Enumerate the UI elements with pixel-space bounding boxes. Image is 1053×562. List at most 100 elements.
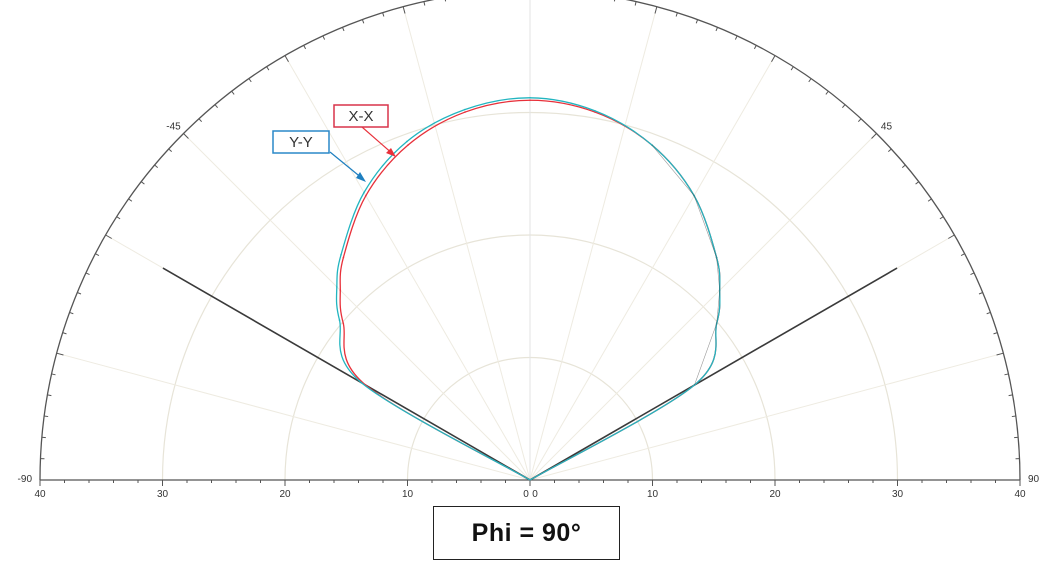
radial-label-right-4: 40 xyxy=(1014,489,1026,500)
angle-tick xyxy=(1008,394,1013,397)
legend-y-y-label: Y-Y xyxy=(289,134,313,151)
angle-tick xyxy=(915,181,920,185)
grid-spoke-45 xyxy=(529,133,877,481)
series-y-y-point xyxy=(405,140,408,143)
legend-x-x-box xyxy=(333,104,389,128)
angle-tick xyxy=(613,0,616,2)
angle-tick xyxy=(231,90,235,95)
grid-spoke--30 xyxy=(284,55,531,481)
angle-tick xyxy=(993,332,998,335)
angle-tick xyxy=(871,133,877,139)
angle-tick xyxy=(939,216,944,220)
legend-x-x-pointer xyxy=(361,126,395,156)
grid-spoke-15 xyxy=(529,6,658,481)
angle-tick xyxy=(62,332,67,335)
angle-tick xyxy=(808,78,812,83)
angle-tick xyxy=(444,0,447,2)
angle-tick xyxy=(771,55,776,62)
polar-grid xyxy=(56,0,1004,481)
angle-tick xyxy=(95,253,100,257)
angle-tick xyxy=(901,164,906,168)
series-x-x-point xyxy=(364,194,367,197)
angle-tick xyxy=(56,352,64,356)
angle-tick xyxy=(790,66,794,71)
angle-tick xyxy=(266,66,270,71)
series-x-x-point xyxy=(464,111,467,113)
grid-spoke--45 xyxy=(183,133,531,481)
angle-tick xyxy=(753,45,757,50)
radial-label-right-0: 0 xyxy=(532,489,538,500)
series-y-y-point xyxy=(463,108,466,111)
angle-tick xyxy=(140,181,145,185)
series-x-x-point xyxy=(342,322,345,325)
radial-label-left-3: 10 xyxy=(402,489,414,500)
angle-tick xyxy=(342,27,345,32)
legend-y-y-arrowhead xyxy=(356,172,366,182)
series-y-y-point xyxy=(529,96,531,99)
reference-lines xyxy=(162,267,898,481)
radial-label-left-2: 20 xyxy=(279,489,291,500)
angle-tick xyxy=(154,164,159,168)
angle-tick xyxy=(361,19,365,24)
angle-tick xyxy=(715,27,718,32)
angle-tick xyxy=(960,253,965,257)
angle-tick xyxy=(986,311,991,315)
angle-tick xyxy=(402,6,406,14)
angle-tick xyxy=(248,78,252,83)
series-y-y-point xyxy=(594,109,596,112)
angle-label-4: 90 xyxy=(1028,474,1040,485)
angle-label-0: -90 xyxy=(18,474,33,485)
legend-y-y-pointer xyxy=(329,151,364,180)
reference-line-60 xyxy=(529,267,898,481)
angle-tick xyxy=(77,292,82,295)
outer-arc xyxy=(39,0,1021,481)
radial-label-right-3: 30 xyxy=(892,489,904,500)
series-y-y-point xyxy=(363,191,365,194)
angle-tick xyxy=(284,55,289,62)
angle-tick xyxy=(168,148,173,153)
radial-label-left-0: 40 xyxy=(34,489,46,500)
angle-tick xyxy=(105,234,112,239)
series-x-x-point xyxy=(407,144,409,146)
radial-label-right-2: 20 xyxy=(769,489,781,500)
series-x-x-point xyxy=(342,256,345,259)
grid-spoke-75 xyxy=(529,352,1004,481)
angle-tick xyxy=(695,19,699,24)
angle-tick xyxy=(198,118,203,123)
angle-tick xyxy=(996,352,1004,356)
angle-label-1: -45 xyxy=(166,122,181,133)
angle-tick xyxy=(970,272,975,276)
series-y-y-point xyxy=(340,253,342,256)
angle-tick xyxy=(734,35,738,40)
angle-tick xyxy=(1011,415,1016,418)
tick-labels: -90-4504590403020100010203040 xyxy=(18,122,1040,500)
angle-tick xyxy=(303,45,307,50)
radial-label-left-1: 30 xyxy=(157,489,169,500)
legend-y-y-box xyxy=(272,130,330,154)
data-series xyxy=(335,96,721,481)
angle-tick xyxy=(978,292,983,295)
angle-tick xyxy=(214,104,218,109)
angle-tick xyxy=(69,311,74,315)
angle-tick xyxy=(423,1,426,6)
angle-tick xyxy=(44,415,49,418)
angle-tick xyxy=(51,373,56,376)
legend-x-x-arrowhead xyxy=(386,148,396,157)
grid-spoke--15 xyxy=(402,6,531,481)
angle-tick xyxy=(128,198,133,202)
series-overlap-line xyxy=(651,144,721,386)
angle-tick xyxy=(654,6,658,14)
angle-tick xyxy=(887,148,892,153)
series-y-y-point xyxy=(335,285,338,288)
legend-x-x-label: X-X xyxy=(348,108,373,125)
angle-tick xyxy=(116,216,121,220)
grid-spoke--75 xyxy=(56,352,531,481)
series-y-y-point xyxy=(360,381,363,384)
reference-line--60 xyxy=(162,267,531,481)
radial-label-right-1: 10 xyxy=(647,489,659,500)
legend-x-x: X-X xyxy=(333,104,396,157)
angle-tick xyxy=(927,198,932,202)
legend-y-y: Y-Y xyxy=(272,130,366,182)
angle-tick xyxy=(825,90,829,95)
